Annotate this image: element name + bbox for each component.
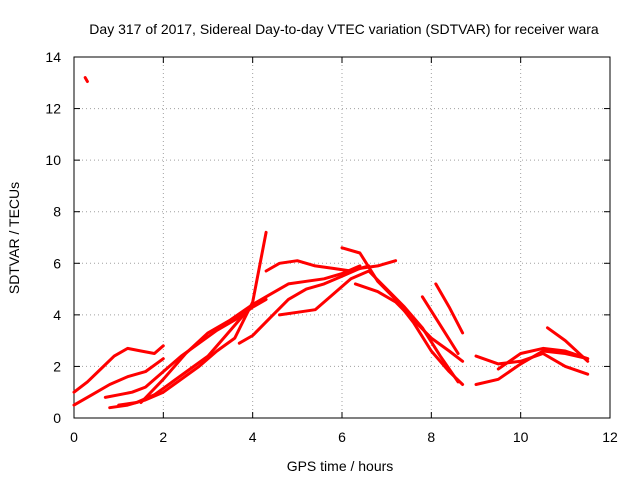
series-trace-2 [72, 344, 165, 394]
y-tick-label: 12 [45, 101, 61, 117]
y-tick-label: 10 [45, 152, 61, 168]
y-tick-label: 0 [53, 410, 61, 426]
y-tick-label: 8 [53, 204, 61, 220]
chart-title: Day 317 of 2017, Sidereal Day-to-day VTE… [89, 21, 599, 37]
series-trace-7 [139, 264, 362, 404]
y-tick-label: 14 [45, 49, 61, 65]
series-trace-4 [103, 297, 268, 399]
y-tick-label: 6 [53, 255, 61, 271]
axis-ticks: 0 2 4 6 8 10 12 0 2 4 6 8 10 12 14 [45, 49, 618, 445]
series-trace-6 [117, 313, 246, 407]
series-trace-3 [72, 357, 165, 407]
y-tick-label: 2 [53, 358, 61, 374]
x-tick-label: 12 [602, 429, 618, 445]
x-tick-label: 10 [513, 429, 529, 445]
x-tick-label: 4 [249, 429, 257, 445]
series-trace-1 [83, 76, 89, 83]
series-trace-17 [496, 346, 590, 371]
x-tick-label: 2 [159, 429, 167, 445]
x-tick-label: 6 [338, 429, 346, 445]
series-trace-18 [546, 326, 590, 363]
y-axis-label: SDTVAR / TECUs [6, 182, 22, 294]
series-trace-16 [474, 349, 590, 386]
x-axis-label: GPS time / hours [287, 458, 394, 474]
y-tick-label: 4 [53, 307, 61, 323]
x-tick-label: 0 [70, 429, 78, 445]
series-trace-9 [264, 259, 371, 273]
series-trace-14 [420, 295, 460, 355]
grid-lines [74, 57, 610, 418]
data-series [72, 76, 590, 410]
series-trace-13 [434, 282, 465, 335]
series-trace-12 [353, 282, 465, 363]
x-tick-label: 8 [427, 429, 435, 445]
